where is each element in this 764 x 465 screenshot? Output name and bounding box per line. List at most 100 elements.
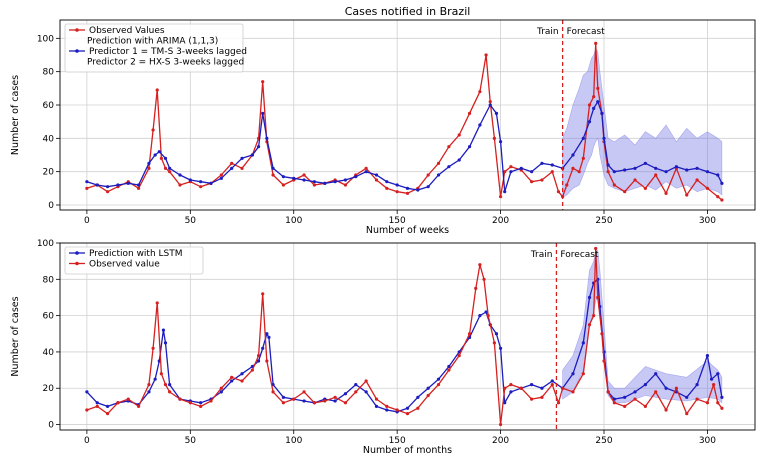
chart2-forecast-label: Forecast [560,250,599,260]
chart1-ytick-label: 100 [37,34,54,44]
chart1-series-1-point [716,195,720,199]
chart1-series-2-point [600,111,604,115]
chart1-series-1-point [565,183,569,187]
chart1-series-2-point [312,180,317,184]
chart2-series-1-point [147,390,151,394]
chart2-series-2-point [261,292,265,296]
chart2-ytick-label: 0 [48,421,54,431]
chart2-series-1-point [581,341,585,345]
chart2-ytick-label: 40 [43,348,55,358]
chart1-series-1-point [492,136,496,140]
chart2-series-1-point [705,353,710,358]
chart1-series-1-point [612,183,616,187]
chart2-series-2-point [695,397,699,401]
chart2: Train Forecast 0 50 100 150 200 250 300 0 20 40 60 80… [10,239,756,456]
chart2-series-1-point [343,392,348,396]
chart2-series-1-point [219,390,223,394]
chart1-series-2-point [105,185,110,189]
chart1-series-2-point [606,163,610,167]
chart2-series-2-point [596,295,600,300]
chart1-xtick-label: 0 [84,216,90,226]
chart1-series-1-point [488,100,492,104]
chart2-series-2-point [478,263,482,267]
chart1-series-1-point [374,178,379,182]
chart2-series-1-point [494,332,499,336]
chart1-series-1-point [457,133,461,137]
chart2-series-2-point [540,395,544,399]
chart1-series-1-point [720,198,724,202]
chart2-series-1-point [623,395,627,399]
chart1-series-1-point [484,53,488,57]
chart2-series-1-point [265,332,269,336]
chart1-series-1-point [540,178,544,182]
chart2-series-2-point [664,408,668,412]
chart2-series-2-point [240,379,244,383]
chart2-series-1-point [550,379,554,383]
chart1-series-1-point [503,170,507,174]
chart2-series-2-point [343,401,348,405]
chart1-series-2-point [240,156,244,160]
chart2-series-1-point [484,310,488,314]
chart2-series-2-point [155,301,159,305]
chart1-series-2-point [265,136,269,140]
chart2-series-1-point [161,328,166,332]
chart1-series-1-point [199,185,203,189]
chart2-series-2-point [416,406,420,410]
chart2-series-1-point [478,314,482,318]
chart2-series-2-point [503,386,507,390]
chart2-xtick-label: 200 [492,436,509,446]
chart2-series-1-point [168,383,172,387]
chart2-series-2-point [685,412,689,416]
chart2-series-2-point [250,368,254,372]
chart2-series-2-point [256,353,261,358]
chart2-series-2-point [720,406,724,410]
chart1-series-2-point [281,175,285,179]
chart1-series-1-point [467,111,472,115]
chart1-series-2-point [685,168,689,172]
chart1-series-2-point [498,140,503,144]
chart2-series-2-point [716,401,720,405]
chart2-series-1-point [261,346,265,350]
chart1-series-1-point [240,166,244,170]
chart2-series-2-point [426,393,430,398]
chart1-series-2-point [623,168,627,172]
chart1-series-2-point [323,181,327,185]
chart1-series-2-point [95,183,99,187]
chart1-series-2-point [374,173,379,177]
chart2-series-2-point [712,383,716,387]
chart1-series-2-point [209,181,213,185]
chart2-series-2-point [556,401,561,405]
chart1-series-1-point [178,183,182,187]
chart2-train-label: Train [530,250,553,260]
chart2-series-2-point [600,332,604,336]
chart2-series-1-point [405,406,410,410]
chart1-series-2-point [503,190,507,194]
chart2-ytick-label: 80 [43,275,55,285]
chart1-series-2-point [137,183,141,187]
chart1-legend-marker [75,49,79,53]
chart1-legend-label: Prediction with ARIMA (1,1,3) [87,37,218,47]
chart2-series-2-point [151,346,155,350]
chart2-series-2-point [447,368,451,372]
chart2-series-2-point [364,379,368,383]
chart2-legend-label: Observed value [89,260,160,270]
chart2-series-1-point [105,404,110,408]
chart2-series-1-point [426,386,430,390]
chart2-xtick-label: 50 [185,436,197,446]
chart2-series-2-point [705,401,710,405]
chart1-series-2-point [664,170,668,174]
chart2-series-2-point [219,386,223,390]
chart1-series-1-point [168,170,172,174]
chart1-series-1-point [592,95,596,99]
chart2-series-2-point [482,277,486,281]
chart2-xtick-label: 0 [84,436,90,446]
chart1-series-2-point [633,166,637,170]
chart2-series-2-point [105,412,110,416]
chart1-series-1-point [550,170,554,174]
chart1-series-2-point [163,156,168,160]
chart1-series-1-point [581,156,585,160]
chart2-series-2-point [147,383,151,387]
chart1-series-2-point [519,166,523,170]
chart1-series-2-point [457,158,461,162]
